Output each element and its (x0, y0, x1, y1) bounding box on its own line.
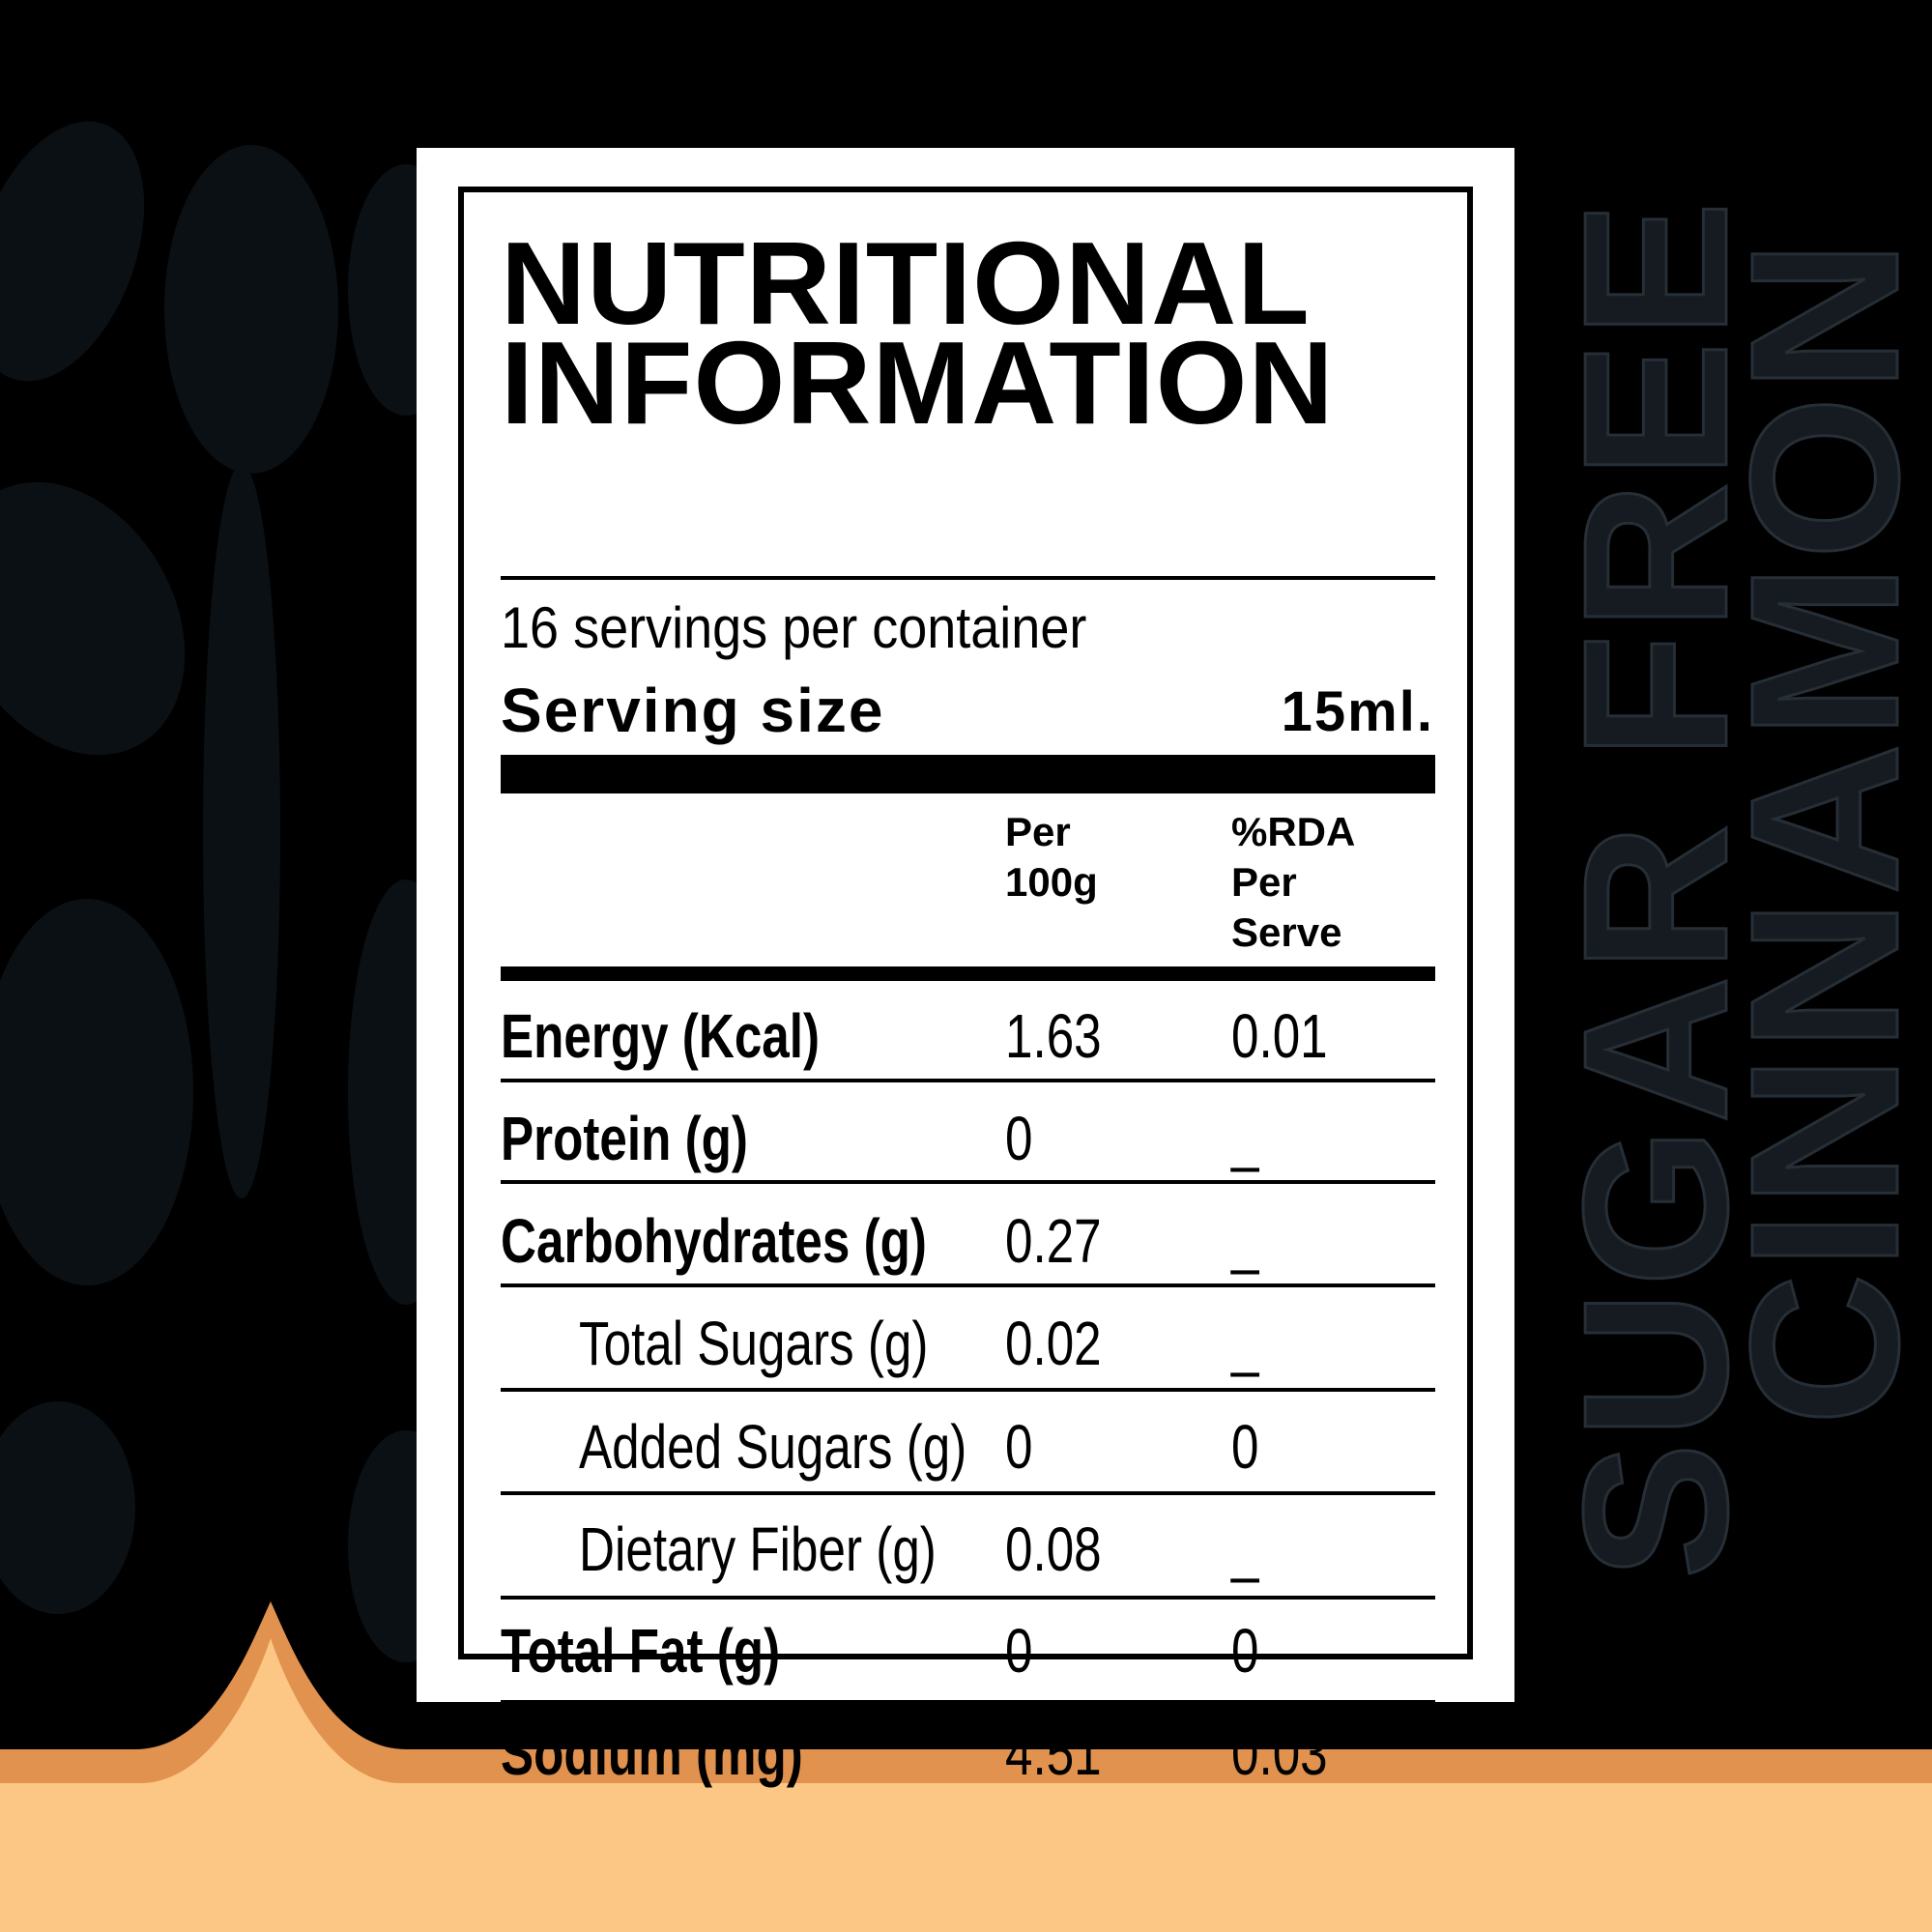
per-100g-value: 0.02 (1005, 1309, 1102, 1378)
row-divider (501, 1491, 1435, 1495)
nutrient-label: Total Fat (g) (501, 1616, 781, 1686)
column-header-per-100g: Per 100g (1005, 807, 1098, 908)
header-text: Serve (1231, 909, 1342, 955)
nutrient-label: Dietary Fiber (g) (579, 1514, 937, 1584)
header-divider (501, 966, 1435, 981)
rda-value: _ (1231, 1206, 1259, 1276)
thick-divider (501, 755, 1435, 793)
per-100g-value: 4.51 (1005, 1718, 1102, 1788)
nutrient-label: Added Sugars (g) (579, 1412, 967, 1482)
rda-value: 0.01 (1231, 1001, 1328, 1071)
header-text: Per (1231, 859, 1297, 905)
nutrient-label: Carbohydrates (g) (501, 1206, 927, 1276)
rda-value: 0 (1231, 1616, 1259, 1686)
header-text: 100g (1005, 859, 1098, 905)
rda-value: 0 (1231, 1412, 1259, 1482)
per-100g-value: 0 (1005, 1104, 1033, 1173)
side-text-cinnamon: CINNAMON (1707, 235, 1932, 1427)
per-100g-value: 0 (1005, 1616, 1033, 1686)
row-divider (501, 1700, 1435, 1704)
per-100g-value: 0.27 (1005, 1206, 1102, 1276)
per-100g-value: 1.63 (1005, 1001, 1102, 1071)
nutrient-label: Energy (Kcal) (501, 1001, 821, 1071)
header-text: Per (1005, 809, 1071, 854)
nutrient-label: Sodium (mg) (501, 1718, 803, 1788)
serving-size-label: Serving size (501, 676, 885, 745)
nutrient-label: Protein (g) (501, 1104, 748, 1173)
rda-value: _ (1231, 1309, 1259, 1378)
servings-per-container: 16 servings per container (501, 595, 1087, 660)
title-line-1: NUTRITIONAL (501, 217, 1311, 349)
row-divider (501, 1180, 1435, 1184)
divider (501, 576, 1435, 580)
rda-value: _ (1231, 1514, 1259, 1584)
row-divider (501, 1079, 1435, 1082)
header-text: %RDA (1231, 809, 1356, 854)
rda-value: 0.03 (1231, 1718, 1328, 1788)
nutrient-label: Total Sugars (g) (579, 1309, 929, 1378)
nutrition-label-card: NUTRITIONAL INFORMATION 16 servings per … (417, 148, 1514, 1784)
nutrition-label-frame: NUTRITIONAL INFORMATION 16 servings per … (458, 187, 1473, 1784)
row-divider (501, 1388, 1435, 1392)
rda-value: _ (1231, 1104, 1259, 1173)
per-100g-value: 0 (1005, 1412, 1033, 1482)
column-header-rda: %RDA Per Serve (1231, 807, 1355, 958)
per-100g-value: 0.08 (1005, 1514, 1102, 1584)
orange-wave-light (0, 1638, 1932, 1932)
row-divider (501, 1596, 1435, 1600)
serving-size-value: 15ml. (1281, 680, 1434, 743)
title-line-2: INFORMATION (501, 317, 1335, 448)
row-divider (501, 1283, 1435, 1287)
